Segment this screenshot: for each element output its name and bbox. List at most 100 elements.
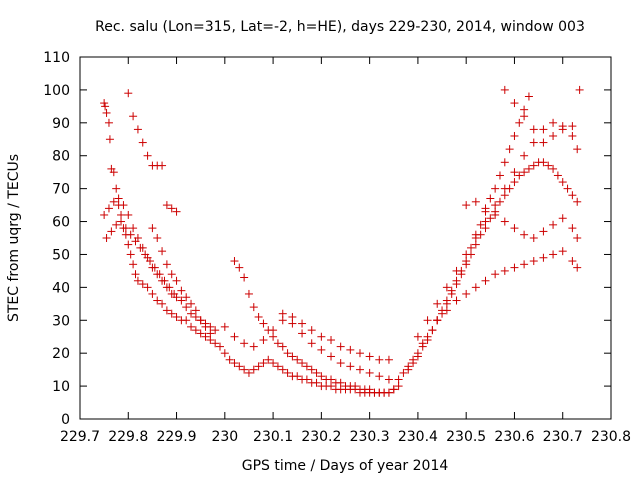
data-point [336, 342, 345, 351]
data-point [558, 247, 567, 256]
data-point [491, 270, 500, 279]
x-tick-label: 230.3 [350, 429, 390, 445]
data-point [119, 201, 128, 210]
data-point [302, 375, 311, 384]
data-point [124, 210, 133, 219]
data-point [433, 299, 442, 308]
data-point [520, 112, 529, 121]
data-point [404, 365, 413, 374]
data-point [283, 349, 292, 358]
data-point [211, 339, 220, 348]
data-point [201, 322, 210, 331]
data-point [529, 234, 538, 242]
data-point [298, 319, 307, 328]
data-point [500, 158, 509, 167]
data-point [553, 171, 562, 180]
data-point [158, 247, 167, 256]
data-point [481, 217, 490, 226]
data-point [510, 168, 519, 177]
data-point [254, 312, 263, 321]
data-point [384, 375, 393, 384]
data-point [165, 283, 174, 292]
data-point [423, 336, 432, 345]
data-point [220, 349, 229, 358]
data-point [172, 312, 181, 321]
data-point [471, 283, 480, 292]
data-point [298, 329, 307, 338]
data-point [510, 99, 519, 108]
data-point [327, 336, 336, 345]
y-tick-label: 30 [52, 313, 70, 329]
data-point [191, 306, 200, 315]
data-point [102, 234, 111, 242]
data-point [102, 108, 111, 117]
data-point [510, 131, 519, 140]
y-tick-label: 80 [52, 149, 70, 165]
data-point [273, 339, 282, 348]
x-tick-label: 230.8 [591, 429, 631, 445]
data-point [539, 253, 548, 262]
data-point [375, 372, 384, 381]
y-tick-label: 70 [52, 182, 70, 198]
data-point [568, 257, 577, 266]
data-point [129, 112, 138, 121]
data-point [568, 191, 577, 200]
y-tick-label: 60 [52, 215, 70, 231]
data-point [124, 89, 133, 98]
data-point [167, 204, 176, 213]
x-tick-label: 230.2 [301, 429, 341, 445]
data-point [568, 224, 577, 233]
data-point [462, 260, 471, 269]
data-point [558, 125, 567, 134]
data-point [471, 197, 480, 206]
data-point [486, 194, 495, 203]
data-point [101, 102, 110, 111]
data-point [539, 125, 548, 134]
data-point [114, 194, 123, 203]
y-axis-label: STEC from uqrg / TECUs [6, 154, 22, 322]
data-point [307, 339, 316, 348]
x-axis: 229.7 229.8 229.9 230 230.1 230.2 230.3 230.4 23… [60, 57, 631, 445]
data-point [158, 299, 167, 308]
y-tick-label: 10 [52, 379, 70, 395]
data-point [278, 309, 287, 318]
data-point [158, 161, 167, 170]
data-point [302, 362, 311, 371]
data-point [510, 263, 519, 272]
data-point [249, 303, 258, 312]
data-point [423, 316, 432, 325]
data-point [126, 230, 135, 239]
data-point [563, 184, 572, 193]
data-point [206, 329, 215, 338]
data-point [549, 131, 558, 140]
data-point [500, 217, 509, 226]
y-tick-label: 90 [52, 116, 70, 132]
data-point [462, 289, 471, 298]
data-point [278, 342, 287, 351]
data-point [355, 349, 364, 358]
data-point [278, 365, 287, 374]
data-point [293, 355, 302, 364]
data-point [162, 260, 171, 269]
data-point [486, 214, 495, 223]
x-axis-label: GPS time / Days of year 2014 [242, 458, 449, 474]
data-point [196, 316, 205, 325]
data-point [244, 289, 253, 298]
data-point [148, 289, 157, 298]
data-point [312, 378, 321, 387]
data-point [529, 257, 538, 266]
data-point [355, 365, 364, 374]
data-point [505, 145, 514, 154]
data-point [150, 263, 159, 272]
data-point [225, 355, 234, 364]
data-point [544, 161, 553, 170]
data-point [155, 270, 164, 279]
data-point [100, 99, 109, 108]
data-point [515, 171, 524, 180]
data-point [394, 375, 403, 384]
data-point [288, 312, 297, 321]
data-point [249, 342, 258, 351]
data-point [211, 326, 220, 335]
data-point [549, 118, 558, 127]
